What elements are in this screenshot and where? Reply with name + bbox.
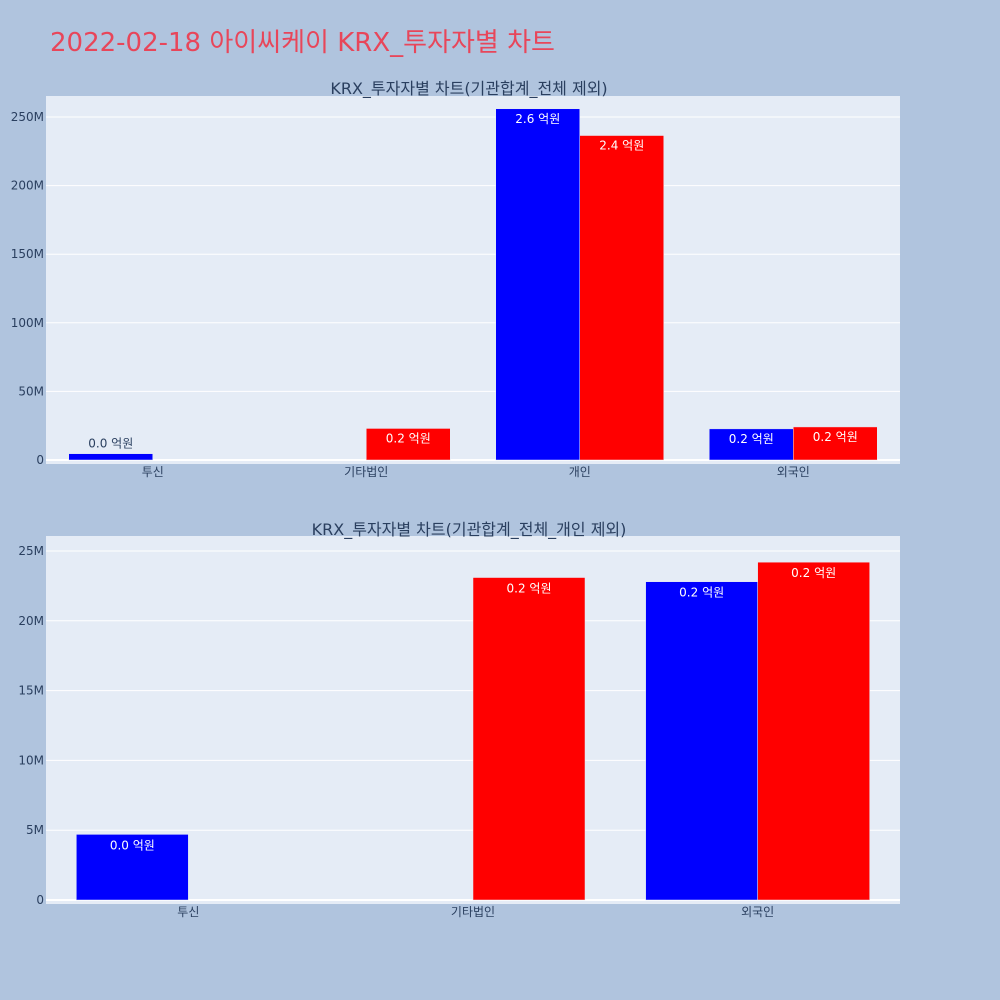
bar-value-label: 0.2 억원 xyxy=(507,582,552,596)
x-tick-label: 투신 xyxy=(142,465,164,479)
y-tick-label: 0 xyxy=(36,893,44,907)
plot-area xyxy=(46,96,900,464)
y-tick-label: 100M xyxy=(11,316,44,330)
bar-value-label: 0.2 억원 xyxy=(791,566,836,580)
x-tick-label: 외국인 xyxy=(777,465,810,479)
y-tick-label: 0 xyxy=(36,453,44,467)
bar-value-label: 0.0 억원 xyxy=(88,437,133,451)
bar-value-label: 0.2 억원 xyxy=(679,586,724,600)
y-tick-label: 5M xyxy=(26,823,44,837)
x-tick-label: 기타법인 xyxy=(344,465,388,479)
bar-red xyxy=(793,426,878,461)
x-tick-label: 기타법인 xyxy=(451,905,495,919)
chart-title: KRX_투자자별 차트(기관합계_전체_개인 제외) xyxy=(312,520,627,540)
page-title: 2022-02-18 아이씨케이 KRX_투자자별 차트 xyxy=(50,28,555,58)
x-tick-label: 투신 xyxy=(177,905,199,919)
bar-value-label: 2.6 억원 xyxy=(515,112,560,126)
bar-red xyxy=(579,135,664,461)
y-tick-label: 15M xyxy=(18,684,44,698)
chart-title: KRX_투자자별 차트(기관합계_전체 제외) xyxy=(330,79,607,99)
bar-red xyxy=(757,561,870,901)
bar-value-label: 0.0 억원 xyxy=(110,838,155,852)
bar-value-label: 0.2 억원 xyxy=(729,432,774,446)
x-tick-label: 외국인 xyxy=(741,905,774,919)
bar-value-label: 0.2 억원 xyxy=(386,431,431,445)
y-tick-label: 25M xyxy=(18,544,44,558)
y-tick-label: 200M xyxy=(11,179,44,193)
y-tick-label: 50M xyxy=(18,384,44,398)
y-tick-label: 150M xyxy=(11,247,44,261)
y-tick-label: 250M xyxy=(11,110,44,124)
bar-blue xyxy=(645,581,758,901)
bar-blue xyxy=(76,834,189,901)
bar-value-label: 0.2 억원 xyxy=(813,430,858,444)
y-tick-label: 10M xyxy=(18,753,44,767)
y-tick-label: 20M xyxy=(18,614,44,628)
bar-blue xyxy=(709,428,794,461)
bar-value-label: 2.4 억원 xyxy=(599,139,644,153)
bar-blue xyxy=(495,108,580,461)
bar-red xyxy=(472,577,586,901)
bar-red xyxy=(366,428,451,461)
bar-blue xyxy=(68,453,153,461)
x-tick-label: 개인 xyxy=(569,465,591,479)
